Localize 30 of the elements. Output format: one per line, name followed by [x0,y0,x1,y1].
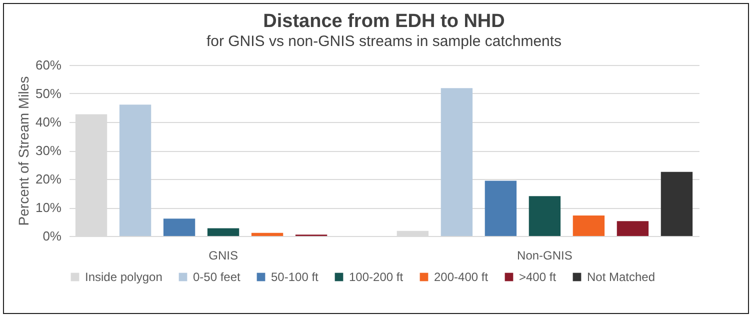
legend-label: 0-50 feet [193,270,242,284]
chart-title: Distance from EDH to NHD [263,11,505,32]
bar [119,104,152,236]
bar [396,230,429,236]
legend-label: 100-200 ft [349,270,404,284]
bar [207,228,240,236]
y-tick-label: 10% [35,200,62,215]
y-tick-label: 20% [35,172,62,186]
bar [616,221,649,236]
bar [572,215,605,236]
legend-label: 200-400 ft [434,270,489,284]
y-tick-label: 50% [35,86,62,101]
bar [660,172,693,236]
y-tick-label: 30% [35,143,62,158]
bar [440,88,473,236]
y-tick-label: 0% [42,228,62,244]
bar [484,180,517,236]
legend-label: >400 ft [519,270,557,284]
legend-label: Not Matched [587,270,656,284]
legend-label: 50-100 ft [271,270,320,284]
y-tick-label: 40% [35,114,62,130]
bar [251,232,284,236]
y-tick-label: 60% [35,58,62,72]
legend-label: Inside polygon [85,270,162,284]
chart-subtitle: for GNIS vs non-GNIS streams in sample catchments [206,33,562,50]
x-tick-label: GNIS [208,248,238,262]
x-tick-label: Non-GNIS [517,248,572,262]
bar [528,196,561,236]
y-axis-title: Percent of Stream Miles [15,76,32,226]
bar [163,218,196,236]
